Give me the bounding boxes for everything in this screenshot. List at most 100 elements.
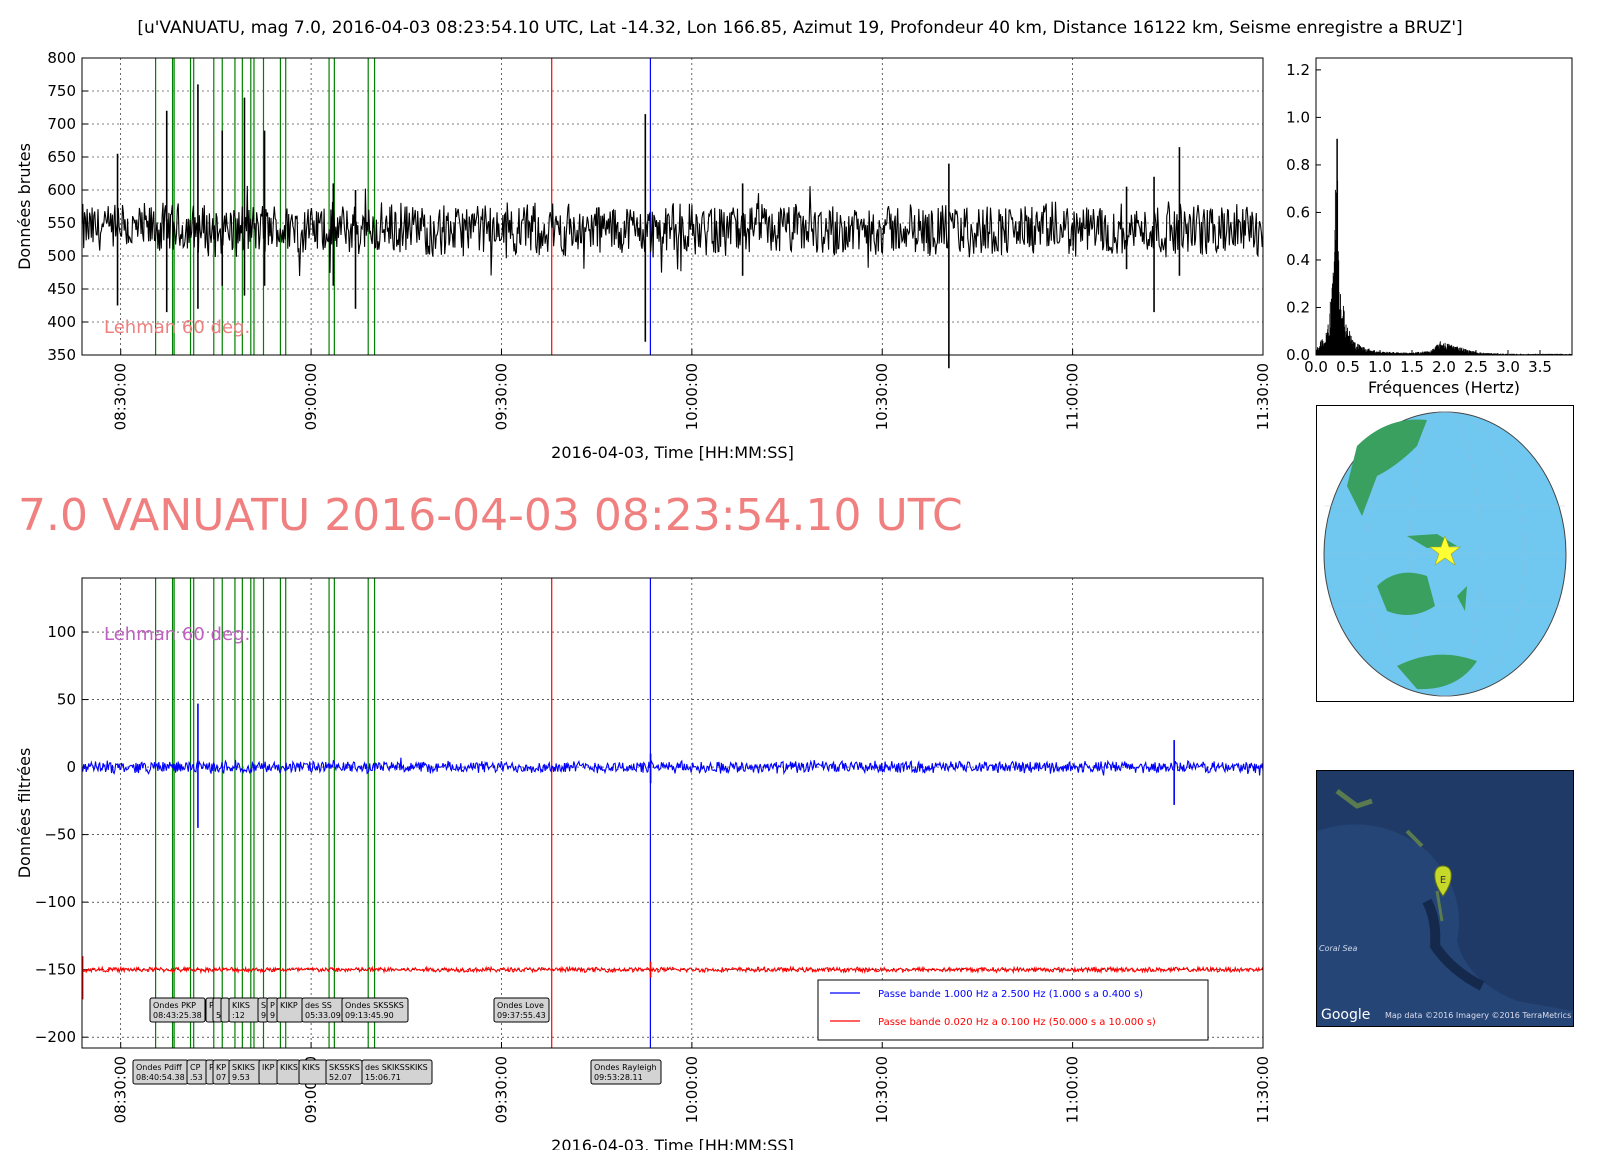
- filtered-ytick-label: 0: [66, 758, 76, 776]
- raw-lehman-label: Lehman 60 deg.: [104, 317, 250, 338]
- legend-label-band1: Passe bande 1.000 Hz a 2.500 Hz (1.000 s…: [878, 989, 1143, 1000]
- phase-label-name: KP: [216, 1063, 226, 1072]
- phase-label-name: KIKP: [280, 1001, 298, 1010]
- google-logo: Google: [1321, 1007, 1370, 1023]
- phase-label-name: IKP: [262, 1063, 275, 1072]
- raw-ytick-label: 350: [47, 346, 76, 364]
- phase-label-box: KIKS: [298, 1059, 328, 1085]
- spectrum-plot-area: [1316, 58, 1572, 355]
- map-attribution: Map data ©2016 Imagery ©2016 TerraMetric…: [1385, 1011, 1571, 1020]
- spectrum-xlabel: Fréquences (Hertz): [1368, 378, 1520, 397]
- raw-xtick-label: 10:30:00: [873, 363, 891, 430]
- filtered-xtick-label: 08:30:00: [112, 1056, 130, 1123]
- filtered-ytick-label: −200: [35, 1028, 76, 1046]
- coral-sea-label: Coral Sea: [1319, 944, 1357, 953]
- filtered-ytick-label: −150: [35, 961, 76, 979]
- raw-ytick-label: 500: [47, 247, 76, 265]
- epicenter-star-icon: [1429, 535, 1461, 566]
- phase-label-frame: [493, 997, 550, 1023]
- phase-label-name: KIKS: [302, 1063, 320, 1072]
- filtered-data-plot: 08:30:00 09:00:00 09:30:00 10:00:00 10:30:00…: [15, 577, 1272, 1150]
- phase-label-name: SKIKS: [232, 1063, 255, 1072]
- legend-label-band2: Passe bande 0.020 Hz a 0.100 Hz (50.000 …: [878, 1017, 1156, 1028]
- phase-label-box: [220, 997, 230, 1023]
- filtered-xtick-label: 10:30:00: [873, 1056, 891, 1123]
- phase-label-name: Ondes PKP: [153, 1001, 196, 1010]
- phase-label-name: des SKIKSSKIKS: [365, 1063, 428, 1072]
- phase-label-time: 9.53: [232, 1073, 250, 1082]
- phase-label-time: .53: [190, 1073, 203, 1082]
- phase-label-name: SKSSKS: [329, 1063, 360, 1072]
- filtered-ytick-label: −50: [44, 826, 76, 844]
- phase-label-name: Ondes SKSSKS: [345, 1001, 404, 1010]
- filtered-frame: [81, 577, 1264, 1049]
- satellite-map: E Coral Sea Google Map data ©2016 Imager…: [1316, 770, 1574, 1027]
- phase-label-name: S: [261, 1001, 266, 1010]
- spectrum-ytick-label: 0.2: [1286, 298, 1310, 316]
- spectrum-xtick-label: 3.0: [1496, 358, 1520, 376]
- phase-label-name: Ondes Love: [497, 1001, 544, 1010]
- spectrum-ytick-label: 0.8: [1286, 156, 1310, 174]
- new-zealand-landmass: [1457, 586, 1467, 611]
- raw-ytick-label: 750: [47, 82, 76, 100]
- phase-label-box: CP.53: [186, 1059, 208, 1085]
- spectrum-ytick-label: 1.2: [1286, 61, 1310, 79]
- antarctica-landmass: [1397, 654, 1477, 690]
- phase-label-frame: [341, 997, 409, 1023]
- asia-landmass: [1347, 419, 1427, 516]
- globe-map: [1316, 405, 1574, 702]
- phase-label-name: P: [209, 1063, 214, 1072]
- phase-label-time: 15:06.71: [365, 1073, 401, 1082]
- australia-landmass: [1377, 572, 1435, 615]
- spectrum-xtick-label: 2.0: [1432, 358, 1456, 376]
- filtered-ytick-label: −100: [35, 893, 76, 911]
- phase-label-time: 9: [270, 1011, 275, 1020]
- event-big-title: 7.0 VANUATU 2016-04-03 08:23:54.10 UTC: [18, 490, 963, 541]
- raw-xtick-label: 08:30:00: [112, 363, 130, 430]
- spectrum-ytick-label: 0.4: [1286, 251, 1310, 269]
- filtered-ytick-label: 100: [47, 623, 76, 641]
- spectrum-xtick-label: 3.5: [1528, 358, 1552, 376]
- phase-label-box: KIKS: [276, 1059, 301, 1085]
- spectrum-xtick-label: 2.5: [1464, 358, 1488, 376]
- phase-label-name: P: [209, 1001, 214, 1010]
- spectrum-xtick-label: 1.0: [1368, 358, 1392, 376]
- marker-label: E: [1440, 875, 1446, 886]
- phase-label-time: 09:37:55.43: [497, 1011, 546, 1020]
- phase-label-time: 09:53:28.11: [594, 1073, 643, 1082]
- raw-data-plot: 08:30:00 09:00:00 09:30:00 10:00:00 10:30:00…: [15, 49, 1272, 462]
- raw-xtick-label: 09:30:00: [492, 363, 510, 430]
- phase-label-box: P9: [266, 997, 279, 1023]
- raw-ytick-label: 600: [47, 181, 76, 199]
- phase-label-name: KIKS: [232, 1001, 250, 1010]
- raw-ytick-label: 400: [47, 313, 76, 331]
- raw-xtick-label: 11:00:00: [1064, 363, 1082, 430]
- phase-label-time: 08:40:54.38: [136, 1073, 185, 1082]
- phase-label-frame: [590, 1059, 662, 1085]
- phase-label-time: :12: [232, 1011, 245, 1020]
- filtered-xtick-label: 11:30:00: [1254, 1056, 1272, 1123]
- raw-ylabel: Données brutes: [15, 143, 34, 270]
- phase-label-name: des SS: [305, 1001, 332, 1010]
- filtered-ylabel: Données filtrées: [15, 748, 34, 879]
- phase-label-time: 07: [216, 1073, 226, 1082]
- raw-xlabel: 2016-04-03, Time [HH:MM:SS]: [551, 443, 794, 462]
- phase-label-time: 08:43:25.38: [153, 1011, 202, 1020]
- spectrum-xtick-label: 0.0: [1304, 358, 1328, 376]
- raw-ytick-label: 700: [47, 115, 76, 133]
- phase-label-name: CP: [190, 1063, 201, 1072]
- phase-label-frame: [149, 997, 206, 1023]
- raw-frame: [81, 57, 1264, 356]
- spectrum-frame: [1315, 57, 1573, 356]
- phase-label-name: P: [270, 1001, 275, 1010]
- spectrum-ytick-label: 0.0: [1286, 346, 1310, 364]
- phase-label-box: KIKP: [276, 997, 304, 1023]
